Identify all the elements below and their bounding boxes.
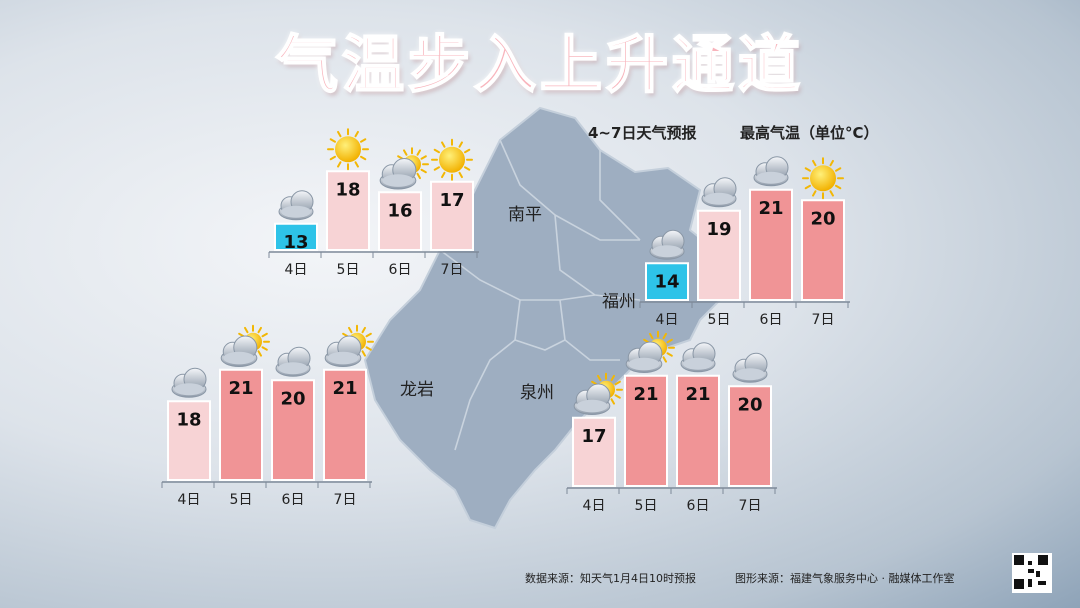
- cloud-icon: [753, 156, 789, 187]
- chart-group: 13 4日 18 5日 16 6日 17 7日: [268, 128, 479, 278]
- day-tick-label: 5日: [635, 498, 658, 514]
- city-label-quanzhou: 泉州: [520, 383, 554, 403]
- cloud-icon: [701, 177, 737, 208]
- temperature-bar: [271, 379, 315, 481]
- subtitle-forecast: 4~7日天气预报: [588, 124, 697, 142]
- subtitle-legend: 最高气温（单位°C）: [740, 124, 879, 142]
- city-label-fuzhou: 福州: [602, 292, 636, 312]
- day-tick-label: 4日: [656, 312, 679, 328]
- cloud-icon: [649, 229, 685, 260]
- temperature-bar: [323, 368, 367, 481]
- temperature-bar: [274, 222, 318, 251]
- day-tick-label: 5日: [708, 312, 731, 328]
- day-tick-label: 4日: [583, 498, 606, 514]
- temperature-value-label: 21: [685, 384, 710, 405]
- temperature-bar: [697, 209, 741, 301]
- cloud-icon: [171, 367, 207, 398]
- temperature-bar: [728, 385, 772, 487]
- cloud-icon: [275, 346, 311, 377]
- city-label-longyan: 龙岩: [400, 380, 434, 400]
- footer-data-source: 数据来源：知天气1月4日10时预报: [525, 572, 696, 585]
- day-tick-label: 4日: [178, 492, 201, 508]
- partly-sunny-icon: [220, 324, 270, 367]
- day-tick-label: 5日: [230, 492, 253, 508]
- chart-group: 17 4日 21 5日 21 6日 20 7日: [566, 330, 777, 514]
- region-borders: [439, 139, 641, 451]
- day-tick-label: 7日: [441, 262, 464, 278]
- temperature-bar: [676, 374, 720, 487]
- partly-sunny-icon: [379, 147, 429, 190]
- day-tick-label: 6日: [282, 492, 305, 508]
- partly-sunny-icon: [324, 324, 374, 367]
- day-tick-label: 7日: [334, 492, 357, 508]
- temperature-bar: [572, 416, 616, 487]
- temperature-bar: [167, 400, 211, 481]
- temperature-value-label: 17: [439, 190, 464, 211]
- temperature-value-label: 20: [810, 208, 835, 229]
- temperature-bar: [645, 262, 689, 301]
- temperature-value-label: 21: [633, 384, 658, 405]
- temperature-value-label: 14: [654, 271, 679, 292]
- temperature-value-label: 18: [176, 409, 201, 430]
- temperature-bar: [624, 374, 668, 487]
- sun-icon: [802, 157, 844, 200]
- sun-icon: [327, 128, 369, 171]
- temperature-value-label: 20: [280, 388, 305, 409]
- temperature-value-label: 17: [581, 426, 606, 447]
- qr-code-icon: [1012, 553, 1052, 593]
- temperature-value-label: 20: [737, 394, 762, 415]
- day-tick-label: 5日: [337, 262, 360, 278]
- day-tick-label: 6日: [389, 262, 412, 278]
- cloud-icon: [680, 342, 716, 373]
- temperature-bar: [430, 180, 474, 251]
- partly-sunny-icon: [573, 372, 623, 415]
- footer-graphic-source: 图形来源：福建气象服务中心 · 融媒体工作室: [735, 572, 955, 585]
- main-title: 气温步入上升通道: [275, 27, 804, 102]
- temperature-value-label: 13: [283, 232, 308, 253]
- day-tick-label: 4日: [285, 262, 308, 278]
- day-tick-label: 6日: [687, 498, 710, 514]
- temperature-bar: [749, 188, 793, 301]
- day-tick-label: 6日: [760, 312, 783, 328]
- cloud-icon: [278, 190, 314, 221]
- chart-group: 18 4日 21 5日 20 6日 21 7日: [161, 324, 374, 508]
- temperature-value-label: 21: [332, 378, 357, 399]
- temperature-value-label: 19: [706, 219, 731, 240]
- temperature-bar: [219, 368, 263, 481]
- temperature-value-label: 21: [758, 198, 783, 219]
- cloud-icon: [732, 352, 768, 383]
- city-label-nanping: 南平: [508, 205, 542, 225]
- temperature-bar: [801, 199, 845, 301]
- temperature-bar: [326, 170, 370, 251]
- temperature-value-label: 18: [335, 179, 360, 200]
- day-tick-label: 7日: [739, 498, 762, 514]
- partly-sunny-icon: [625, 330, 675, 373]
- chart-group: 14 4日 19 5日 21 6日 20 7日: [639, 156, 850, 328]
- sun-icon: [431, 138, 473, 181]
- temperature-bar: [378, 191, 422, 251]
- temperature-value-label: 21: [228, 378, 253, 399]
- day-tick-label: 7日: [812, 312, 835, 328]
- temperature-value-label: 16: [387, 200, 412, 221]
